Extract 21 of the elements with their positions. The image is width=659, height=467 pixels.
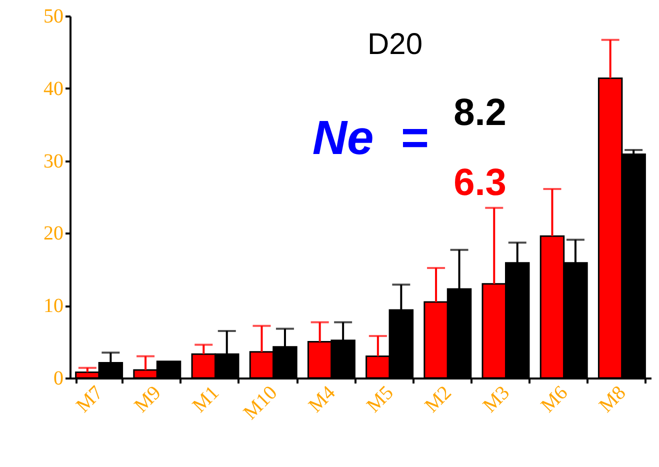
x-tick-label: M1 (188, 382, 224, 417)
x-tick-label: M6 (536, 382, 572, 417)
x-tick-label: M9 (130, 382, 166, 417)
y-tick-label: 10 (44, 295, 64, 318)
x-tick-label: M4 (304, 382, 340, 417)
annotation: 8.2 (454, 92, 506, 134)
x-tick-label: M10 (239, 382, 282, 424)
annotation: D20 (367, 28, 423, 61)
x-tick-label: M5 (362, 382, 398, 417)
annotation: = (400, 112, 430, 165)
y-tick-label: 50 (44, 6, 64, 28)
annotation: 6.3 (454, 162, 506, 204)
x-tick-label: M8 (595, 382, 630, 417)
y-tick-label: 30 (44, 150, 64, 172)
annotation: Ne (312, 112, 374, 165)
y-tick-label: 0 (54, 368, 64, 390)
x-tick-label: M3 (478, 382, 514, 417)
x-tick-label: M2 (420, 382, 456, 417)
y-tick-label: 40 (44, 78, 64, 100)
y-tick-label: 20 (44, 222, 64, 245)
x-tick-label: M7 (72, 382, 108, 417)
